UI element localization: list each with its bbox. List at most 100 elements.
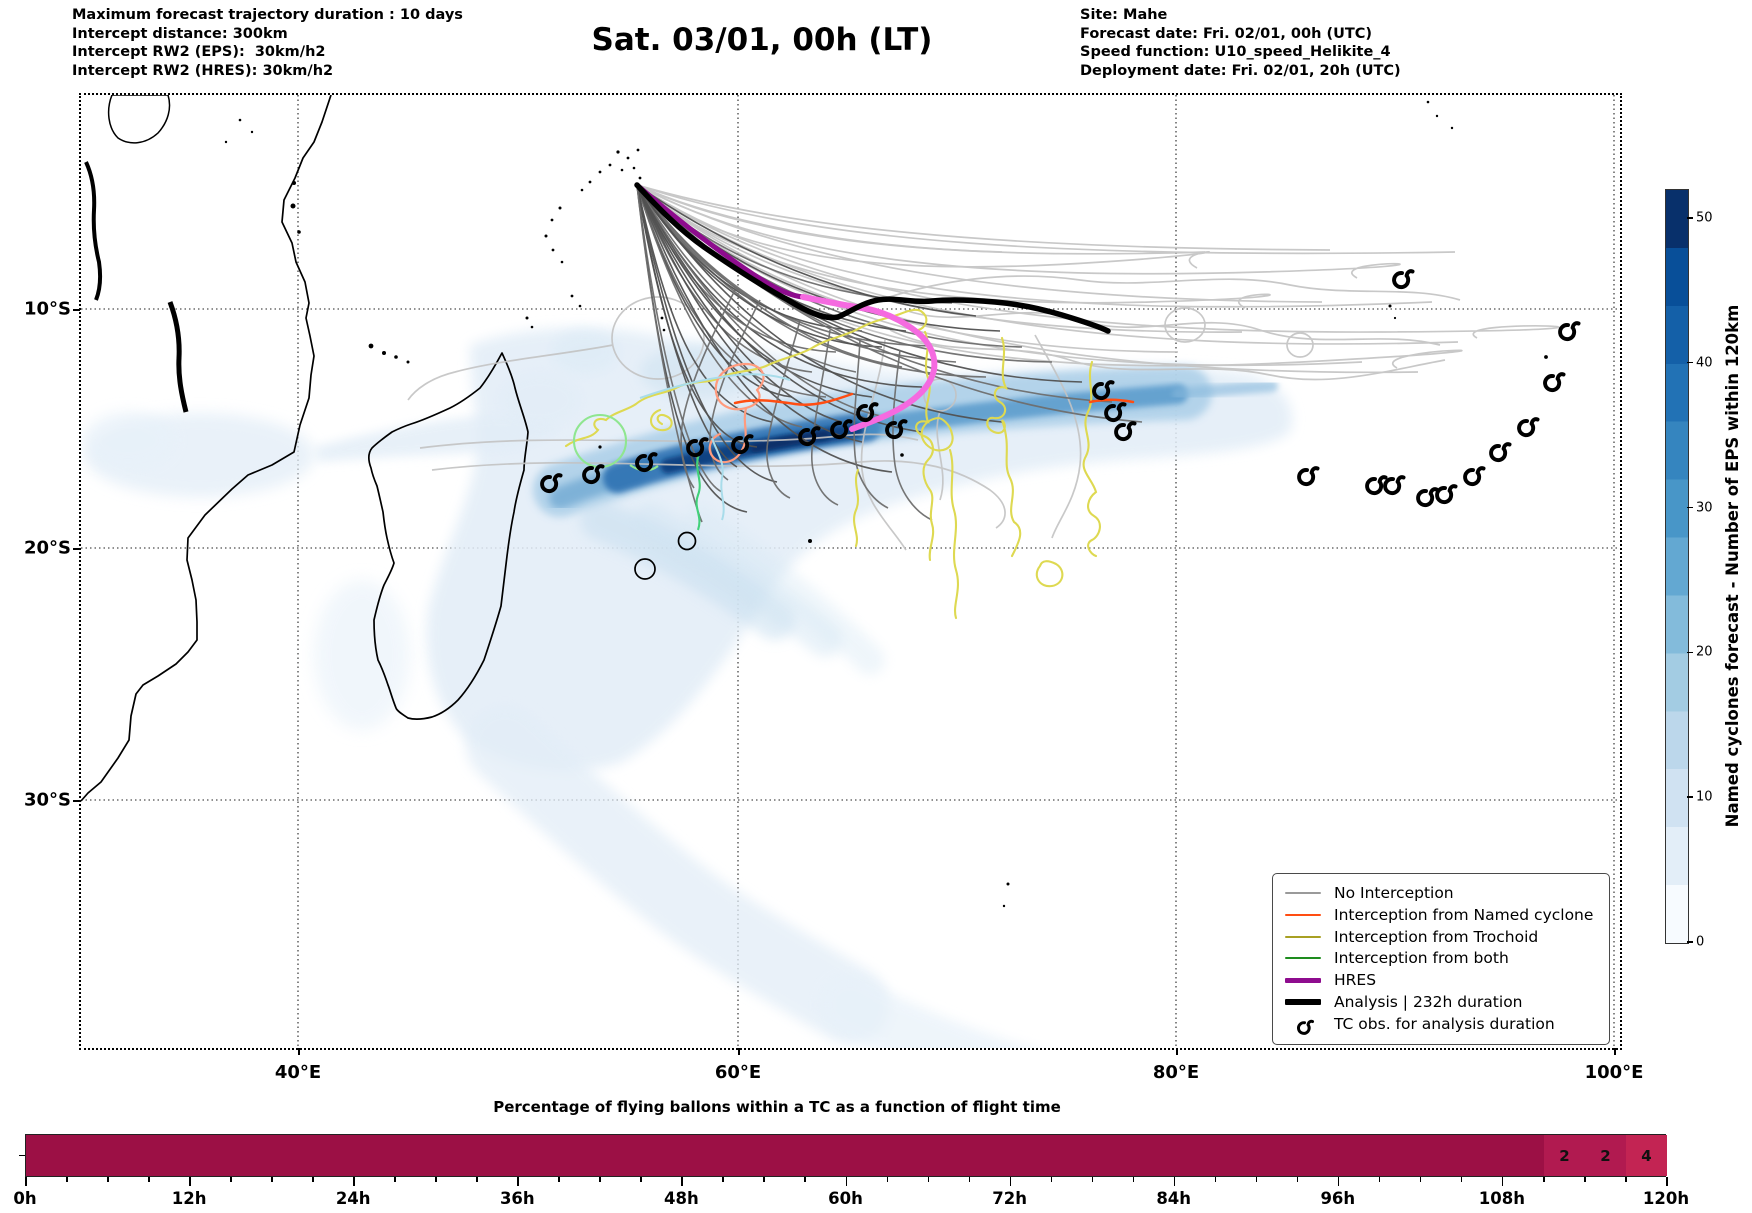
trajectories-named-cyclone: [708, 362, 1135, 464]
map-content: [81, 95, 1620, 1048]
strip-x-tick: [1214, 1177, 1217, 1182]
tc-obs-marker: [1104, 402, 1127, 423]
island-dot: [660, 316, 664, 320]
island-dot: [570, 294, 574, 298]
y-tick-mark: [73, 800, 80, 802]
x-tick-label: 40°E: [274, 1062, 322, 1083]
strip-x-tick: [1132, 1177, 1135, 1182]
analysis-track: [634, 182, 1111, 334]
strip-x-tick: [1624, 1177, 1627, 1182]
legend-line-swatch: [1285, 999, 1321, 1005]
y-tick-label: 30°S: [23, 789, 71, 811]
island-outline: [634, 558, 656, 580]
island-dot: [1393, 316, 1397, 320]
colorbar-tick-label: 30: [1696, 500, 1713, 516]
island-dot: [580, 188, 584, 192]
strip-x-tick: [230, 1177, 232, 1182]
strip-x-tick-label: 108h: [1478, 1189, 1525, 1208]
tc-obs-marker: [798, 426, 821, 447]
x-tick-label: 80°E: [1152, 1062, 1200, 1083]
madagascar-coastline: [368, 352, 529, 720]
strip-x-tick: [1009, 1177, 1012, 1186]
island-dot: [662, 328, 666, 332]
tc-obs-markers: [540, 269, 1581, 508]
x-tick-mark: [1614, 1048, 1616, 1055]
tc-obs-marker: [1558, 321, 1581, 342]
island-dot: [1544, 355, 1548, 359]
strip-chart-title: Percentage of flying ballons within a TC…: [493, 1098, 1061, 1116]
strip-x-tick-label: 96h: [1320, 1189, 1356, 1208]
strip-x-tick-label: 72h: [992, 1189, 1027, 1208]
strip-x-tick: [763, 1177, 766, 1182]
legend-item: Analysis | 232h duration: [1285, 991, 1597, 1013]
tc-obs-marker: [540, 473, 563, 494]
island-dot: [598, 170, 602, 174]
strip-x-tick: [271, 1177, 273, 1182]
tc-obs-marker: [1392, 269, 1415, 290]
strip-x-tick-label: 84h: [1156, 1189, 1192, 1208]
colorbar-tick-label: 0: [1696, 934, 1705, 950]
header-line: Intercept RW2 (EPS): 30km/h2: [72, 44, 326, 60]
strip-x-tick-label: 24h: [335, 1189, 371, 1208]
colorbar-tick-label: 10: [1696, 789, 1713, 805]
island-dot: [588, 180, 592, 184]
map-plot-area: [79, 93, 1622, 1050]
tc-obs-marker: [1092, 380, 1115, 401]
island-dot: [626, 156, 630, 160]
strip-segment: 2: [1543, 1135, 1585, 1176]
island-dot: [638, 176, 642, 180]
strip-x-tick: [845, 1177, 848, 1186]
island-dot: [368, 343, 374, 349]
map-legend: No Interception Interception from Named c…: [1272, 873, 1610, 1045]
header-right-info: Site: Mahe Forecast date: Fri. 02/01, 00h…: [1080, 6, 1401, 80]
island-dot: [1002, 904, 1006, 908]
island-dot: [1450, 126, 1454, 130]
colorbar-tick-mark: [1687, 362, 1693, 364]
legend-item: HRES: [1285, 969, 1597, 991]
africa-coastline: [81, 95, 332, 802]
island-dot: [808, 539, 812, 543]
colorbar-tick-label: 50: [1696, 210, 1713, 226]
legend-item: Interception from both: [1285, 947, 1597, 969]
strip-x-tick: [517, 1177, 519, 1186]
header-line: Forecast date: Fri. 02/01, 00h (UTC): [1080, 25, 1373, 42]
legend-item-label: TC obs. for analysis duration: [1334, 1015, 1555, 1034]
island-dot: [598, 445, 602, 449]
legend-item-label: No Interception: [1334, 883, 1454, 902]
tc-obs-marker: [1297, 466, 1320, 487]
strip-x-tick: [640, 1177, 642, 1182]
strip-x-tick: [1173, 1177, 1176, 1186]
strip-x-tick-label: 120h: [1642, 1189, 1690, 1208]
legend-item-label: Interception from Named cyclone: [1334, 905, 1594, 924]
header-left-info: Maximum forecast trajectory duration : 1…: [72, 6, 463, 80]
tc-obs-marker: [1383, 475, 1406, 496]
island-dot: [1426, 100, 1430, 104]
strip-x-tick: [1542, 1177, 1545, 1182]
x-tick-label: 60°E: [714, 1062, 762, 1083]
tc-obs-marker: [885, 419, 908, 440]
tc-obs-marker: [856, 402, 879, 423]
island-dot: [550, 218, 554, 222]
colorbar-tick-mark: [1687, 941, 1693, 943]
strip-x-tick: [1583, 1177, 1586, 1182]
tc-obs-marker: [830, 419, 853, 440]
island-dot: [1006, 882, 1010, 886]
tc-obs-marker: [1543, 372, 1566, 393]
tc-obs-marker: [635, 452, 658, 473]
colorbar-tick-mark: [1687, 506, 1693, 509]
island-dot: [525, 316, 529, 320]
island-dot: [1435, 114, 1439, 118]
strip-y-tick: [19, 1154, 25, 1157]
colorbar-label: Named cyclones forecast - Number of EPS …: [1723, 304, 1742, 827]
island-dot: [238, 118, 242, 122]
strip-x-tick-label: 12h: [171, 1189, 207, 1208]
island-dot: [900, 453, 904, 457]
y-tick-mark: [73, 309, 80, 311]
coastlines: [81, 95, 697, 802]
strip-segment: 4: [1625, 1135, 1667, 1176]
legend-item-label: Analysis | 232h duration: [1334, 993, 1523, 1012]
island-outline: [677, 531, 697, 551]
tc-obs-marker: [582, 464, 605, 485]
colorbar-tick-mark: [1687, 651, 1693, 654]
strip-x-tick: [1419, 1177, 1422, 1182]
